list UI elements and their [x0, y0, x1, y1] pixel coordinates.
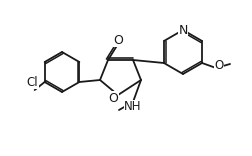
Text: O: O [108, 92, 117, 105]
Text: Cl: Cl [27, 76, 38, 88]
Text: O: O [214, 58, 223, 71]
Text: NH: NH [124, 100, 141, 114]
Text: O: O [113, 34, 122, 46]
Text: N: N [178, 24, 187, 37]
